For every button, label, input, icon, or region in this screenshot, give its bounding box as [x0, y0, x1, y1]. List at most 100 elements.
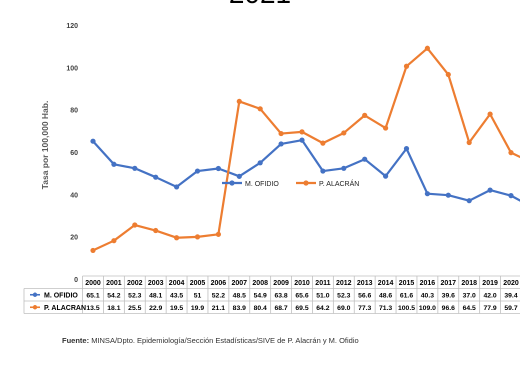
- data-label: 65.1: [86, 293, 99, 300]
- data-point-ofidio: [174, 184, 180, 190]
- data-label: 18.1: [107, 305, 120, 312]
- series-line-alacran: [92, 47, 520, 252]
- data-label: 65.6: [295, 293, 308, 300]
- x-tick-label: 2009: [273, 280, 289, 287]
- data-point-ofidio: [487, 187, 493, 193]
- data-point-ofidio: [445, 192, 451, 198]
- data-point-ofidio: [403, 146, 410, 152]
- data-point-ofidio: [341, 165, 347, 171]
- data-point-alacran: [445, 71, 451, 78]
- source-note: Fuente: MINSA/Dpto. Epidemiología/Secció…: [62, 336, 359, 345]
- data-label: 25.5: [128, 305, 141, 312]
- data-point-alacran: [383, 125, 389, 131]
- y-axis: 0 20 40 60 80 100 120: [66, 23, 78, 284]
- data-point-ofidio: [194, 168, 201, 174]
- data-point-ofidio: [424, 191, 430, 197]
- data-point-ofidio: [90, 138, 96, 144]
- source-text: MINSA/Dpto. Epidemiología/Sección Estadí…: [91, 336, 359, 345]
- data-point-ofidio: [132, 165, 138, 171]
- table-row-label: P. ALACRAN: [44, 305, 86, 312]
- data-label: 22.9: [149, 305, 162, 312]
- data-point-ofidio: [466, 198, 472, 204]
- data-label: 40.3: [421, 293, 434, 300]
- data-point-alacran: [257, 106, 263, 112]
- x-tick-label: 2016: [420, 280, 436, 287]
- data-point-ofidio: [257, 160, 263, 166]
- data-point-alacran: [487, 111, 493, 117]
- data-point-alacran: [194, 234, 201, 240]
- x-tick-label: 2008: [252, 280, 268, 287]
- data-point-alacran: [236, 98, 242, 105]
- y-axis-label: Tasa por 100,000 Hab.: [40, 101, 50, 190]
- data-label: 52.3: [337, 293, 350, 300]
- legend-label: M. OFIDIO: [245, 181, 279, 188]
- data-point-alacran: [174, 235, 180, 241]
- table-legend-marker: [32, 305, 38, 310]
- data-point-alacran: [320, 140, 326, 146]
- x-tick-label: 2013: [357, 280, 373, 287]
- data-label: 21.1: [212, 305, 225, 312]
- data-label: 54.9: [254, 293, 267, 300]
- data-label: 48.5: [233, 293, 246, 300]
- x-tick-label: 2002: [127, 280, 143, 287]
- data-label: 68.7: [274, 305, 287, 312]
- data-label: 61.6: [400, 293, 413, 300]
- data-label: 109.0: [419, 305, 436, 312]
- x-tick-label: 2000: [85, 280, 101, 287]
- data-point-ofidio: [153, 174, 159, 180]
- table-row-label: M. OFIDIO: [44, 293, 78, 300]
- data-label: 51.0: [316, 293, 329, 300]
- x-tick-label: 2012: [336, 280, 352, 287]
- data-label: 77.3: [358, 305, 371, 312]
- data-point-ofidio: [278, 141, 284, 147]
- x-tick-label: 2011: [315, 280, 330, 287]
- data-label: 19.5: [170, 305, 183, 312]
- data-label: 59.7: [504, 305, 517, 312]
- y-tick-label: 0: [74, 277, 78, 284]
- data-point-ofidio: [111, 161, 117, 167]
- x-tick-label: 2019: [482, 280, 498, 287]
- data-label: 37.0: [463, 293, 476, 300]
- y-tick-label: 60: [70, 150, 78, 157]
- x-tick-label: 2005: [190, 280, 206, 287]
- series-line-ofidio: [92, 139, 520, 202]
- data-point-alacran: [215, 231, 221, 237]
- legend: M. OFIDIO P. ALACRÁN: [222, 179, 359, 188]
- x-tick-label: 2020: [503, 280, 519, 287]
- data-point-alacran: [90, 247, 96, 254]
- data-label: 69.0: [337, 305, 350, 312]
- x-tick-label: 2001: [106, 280, 122, 287]
- data-point-alacran: [278, 130, 284, 137]
- data-label: 39.6: [442, 293, 455, 300]
- x-tick-label: 2014: [378, 280, 394, 287]
- series-lines: [90, 45, 520, 254]
- data-label: 69.5: [295, 305, 308, 312]
- y-tick-label: 80: [70, 108, 78, 115]
- x-tick-label: 2017: [441, 280, 457, 287]
- data-label: 83.9: [233, 305, 246, 312]
- legend-label: P. ALACRÁN: [319, 179, 359, 188]
- table-legend-marker: [32, 292, 38, 297]
- data-label: 42.0: [483, 293, 496, 300]
- data-point-ofidio: [236, 173, 242, 179]
- data-point-alacran: [341, 130, 347, 136]
- legend-marker: [229, 180, 235, 186]
- x-tick-label: 2006: [211, 280, 227, 287]
- data-point-ofidio: [508, 193, 514, 199]
- data-point-alacran: [153, 227, 159, 234]
- y-tick-label: 40: [70, 192, 78, 199]
- data-label: 43.5: [170, 293, 183, 300]
- data-point-alacran: [299, 129, 305, 135]
- x-tick-label: 2007: [232, 280, 248, 287]
- data-point-alacran: [111, 238, 117, 244]
- data-point-ofidio: [383, 173, 389, 179]
- x-tick-label: 2003: [148, 280, 164, 287]
- x-tick-label: 2010: [294, 280, 310, 287]
- data-label: 13.5: [86, 305, 99, 312]
- data-point-alacran: [362, 112, 368, 118]
- data-label: 48.1: [149, 293, 162, 300]
- y-tick-label: 120: [66, 23, 78, 30]
- data-point-ofidio: [215, 165, 221, 172]
- data-label: 51: [194, 293, 202, 300]
- data-label: 71.3: [379, 305, 392, 312]
